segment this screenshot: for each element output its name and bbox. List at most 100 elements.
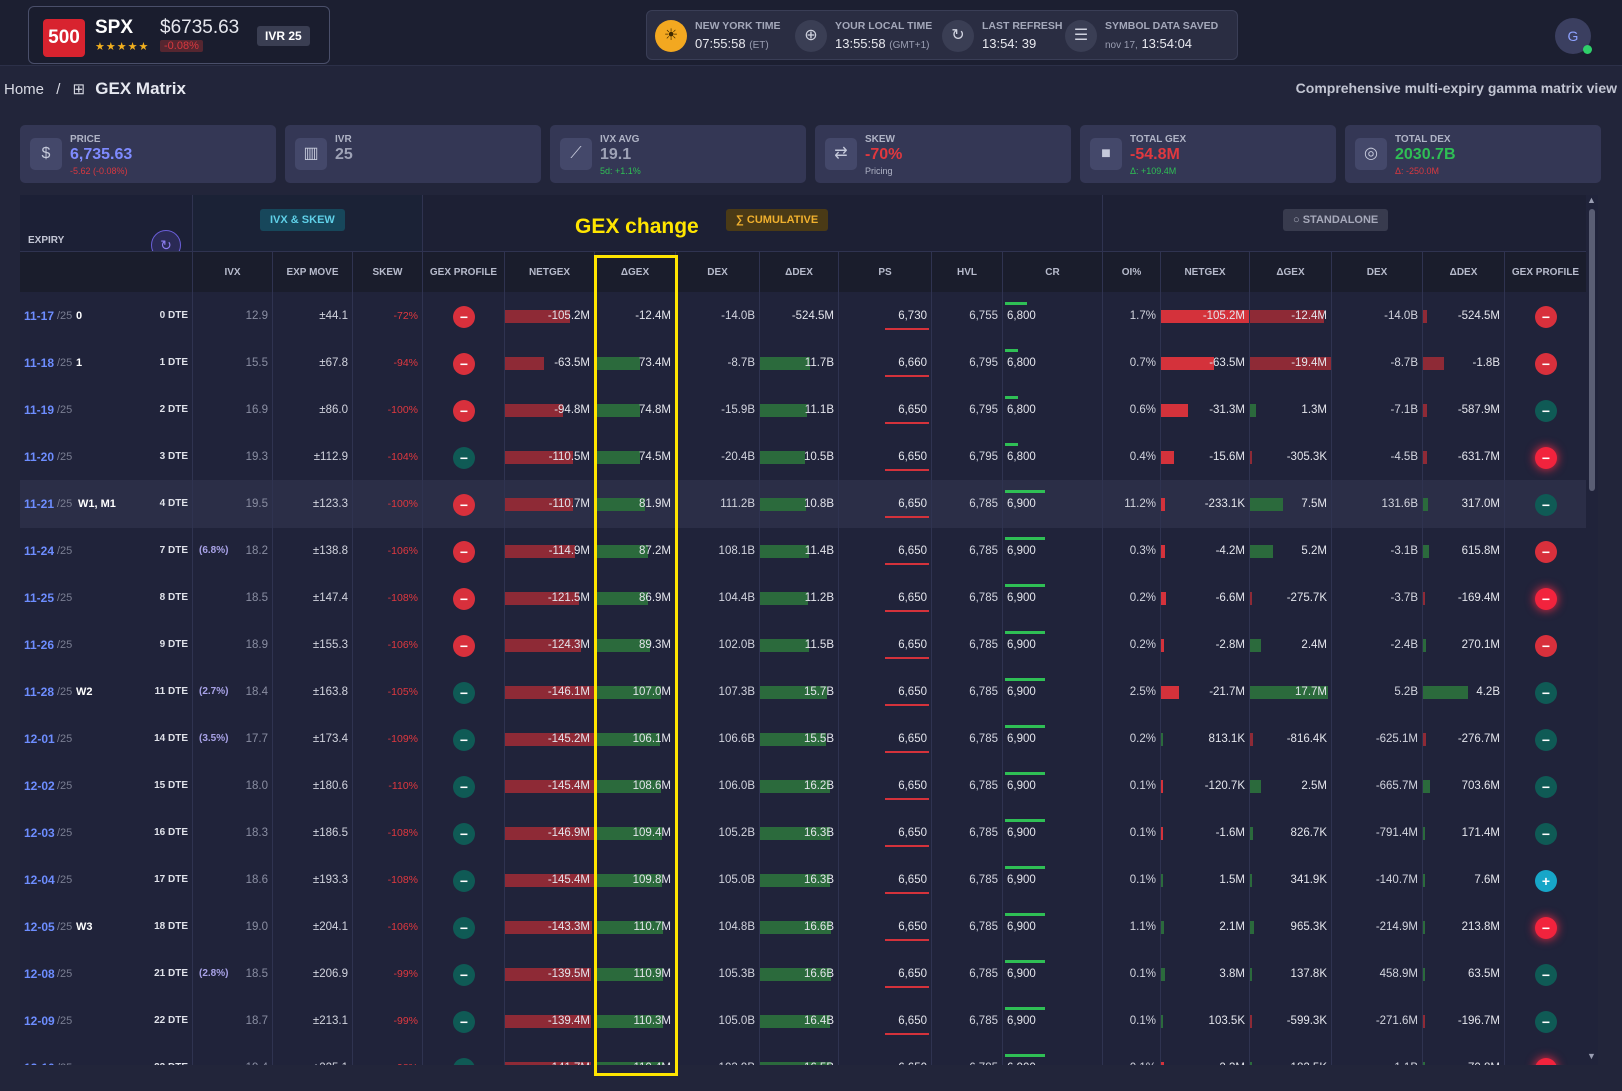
breadcrumb-home[interactable]: Home bbox=[4, 81, 45, 98]
expiry-date[interactable]: 11-20 bbox=[24, 450, 55, 464]
expiry-date[interactable]: 11-26 bbox=[24, 638, 55, 652]
table-row[interactable]: 12-01 /25 14 DTE (3.5%) 17.7 ±173.4 -109% … bbox=[20, 715, 1586, 763]
gex-profile-icon[interactable]: − bbox=[453, 1058, 475, 1065]
expiry-date[interactable]: 12-05 bbox=[24, 920, 55, 934]
gex-profile-icon[interactable]: − bbox=[453, 776, 475, 798]
standalone-gex-profile-cell[interactable]: − bbox=[1504, 339, 1586, 387]
gex-profile-icon[interactable]: − bbox=[453, 729, 475, 751]
standalone-gex-profile-cell[interactable]: − bbox=[1504, 433, 1586, 481]
gex-profile-icon[interactable]: − bbox=[1535, 635, 1557, 657]
gex-profile-icon[interactable]: − bbox=[1535, 447, 1557, 469]
gex-profile-icon[interactable]: − bbox=[1535, 1011, 1557, 1033]
col-header[interactable]: NETGEX bbox=[504, 252, 594, 293]
standalone-gex-profile-cell[interactable]: − bbox=[1504, 997, 1586, 1045]
gex-profile-icon[interactable]: − bbox=[1535, 1058, 1557, 1065]
col-header[interactable]: GEX PROFILE bbox=[1504, 252, 1586, 293]
gex-profile-cell[interactable]: − bbox=[422, 762, 504, 810]
gex-profile-icon[interactable]: − bbox=[1535, 682, 1557, 704]
col-header[interactable]: IVX bbox=[192, 252, 272, 293]
refresh-icon[interactable]: ↻ bbox=[942, 20, 974, 52]
gex-profile-icon[interactable]: − bbox=[453, 541, 475, 563]
gex-profile-icon[interactable]: − bbox=[1535, 541, 1557, 563]
expiry-date[interactable]: 11-21 bbox=[24, 497, 55, 511]
expiry-date[interactable]: 12-09 bbox=[24, 1014, 55, 1028]
standalone-gex-profile-cell[interactable]: − bbox=[1504, 292, 1586, 340]
gex-profile-icon[interactable]: − bbox=[1535, 400, 1557, 422]
table-row[interactable]: 11-20 /25 3 DTE 19.3 ±112.9 -104% − -110.5… bbox=[20, 433, 1586, 481]
expiry-date[interactable]: 12-10 bbox=[24, 1044, 55, 1065]
matrix-scrollbar[interactable]: ▲ ▼ bbox=[1586, 195, 1598, 1065]
gex-profile-icon[interactable]: − bbox=[453, 353, 475, 375]
gex-profile-icon[interactable]: − bbox=[1535, 823, 1557, 845]
standalone-gex-profile-cell[interactable]: − bbox=[1504, 715, 1586, 763]
gex-profile-cell[interactable]: − bbox=[422, 339, 504, 387]
table-row[interactable]: 11-18 /25 1 1 DTE 15.5 ±67.8 -94% − -63.5M… bbox=[20, 339, 1586, 387]
standalone-gex-profile-cell[interactable]: − bbox=[1504, 386, 1586, 434]
table-row[interactable]: 12-03 /25 16 DTE 18.3 ±186.5 -108% − -146.… bbox=[20, 809, 1586, 857]
table-row[interactable]: 11-26 /25 9 DTE 18.9 ±155.3 -106% − -124.3… bbox=[20, 621, 1586, 669]
gex-profile-cell[interactable]: − bbox=[422, 856, 504, 904]
scroll-up-icon[interactable]: ▲ bbox=[1587, 195, 1596, 205]
expiry-date[interactable]: 11-24 bbox=[24, 544, 55, 558]
col-header[interactable]: HVL bbox=[931, 252, 1002, 293]
gex-profile-icon[interactable]: − bbox=[1535, 729, 1557, 751]
expiry-date[interactable]: 11-17 bbox=[24, 309, 55, 323]
expiry-cell[interactable]: 12-09 /25 22 DTE bbox=[20, 997, 192, 1045]
expiry-date[interactable]: 12-08 bbox=[24, 967, 55, 981]
expiry-cell[interactable]: 11-26 /25 9 DTE bbox=[20, 621, 192, 669]
gex-profile-icon[interactable]: − bbox=[453, 823, 475, 845]
expiry-date[interactable]: 11-18 bbox=[24, 356, 55, 370]
standalone-gex-profile-cell[interactable]: + bbox=[1504, 856, 1586, 904]
col-header[interactable]: PS bbox=[838, 252, 931, 293]
standalone-gex-profile-cell[interactable]: − bbox=[1504, 903, 1586, 951]
table-row[interactable]: 12-08 /25 21 DTE (2.8%) 18.5 ±206.9 -99% −… bbox=[20, 950, 1586, 998]
standalone-gex-profile-cell[interactable]: − bbox=[1504, 950, 1586, 998]
gex-profile-icon[interactable]: − bbox=[1535, 917, 1557, 939]
expiry-cell[interactable]: 11-24 /25 7 DTE bbox=[20, 527, 192, 575]
expiry-cell[interactable]: 12-03 /25 16 DTE bbox=[20, 809, 192, 857]
col-header[interactable]: DEX bbox=[1331, 252, 1422, 293]
scrollbar-thumb[interactable] bbox=[1589, 209, 1595, 491]
expiry-date[interactable]: 12-03 bbox=[24, 826, 55, 840]
expiry-date[interactable]: 12-04 bbox=[24, 873, 55, 887]
gex-profile-icon[interactable]: − bbox=[453, 870, 475, 892]
gex-profile-icon[interactable]: − bbox=[453, 494, 475, 516]
expiry-cell[interactable]: 11-19 /25 2 DTE bbox=[20, 386, 192, 434]
ivx-skew-button[interactable]: IVX & SKEW bbox=[260, 209, 345, 231]
table-row[interactable]: 11-24 /25 7 DTE (6.8%) 18.2 ±138.8 -106% −… bbox=[20, 527, 1586, 575]
expiry-cell[interactable]: 11-17 /25 0 0 DTE bbox=[20, 292, 192, 340]
gex-profile-cell[interactable]: − bbox=[422, 950, 504, 998]
table-row[interactable]: 11-28 /25 W2 11 DTE (2.7%) 18.4 ±163.8 -10… bbox=[20, 668, 1586, 716]
gex-profile-cell[interactable]: − bbox=[422, 480, 504, 528]
gex-profile-icon[interactable]: − bbox=[1535, 353, 1557, 375]
gex-profile-cell[interactable]: − bbox=[422, 292, 504, 340]
gex-profile-icon[interactable]: − bbox=[1535, 306, 1557, 328]
col-header[interactable]: DEX bbox=[675, 252, 759, 293]
gex-profile-cell[interactable]: − bbox=[422, 809, 504, 857]
col-header[interactable]: GEX PROFILE bbox=[422, 252, 504, 293]
gex-profile-icon[interactable]: − bbox=[453, 400, 475, 422]
expiry-date[interactable]: 11-19 bbox=[24, 403, 55, 417]
expiry-date[interactable]: 12-01 bbox=[24, 732, 55, 746]
standalone-gex-profile-cell[interactable]: − bbox=[1504, 762, 1586, 810]
col-header[interactable]: ΔDEX bbox=[1422, 252, 1504, 293]
expiry-cell[interactable]: 11-21 /25 W1, M1 4 DTE bbox=[20, 480, 192, 528]
expiry-cell[interactable]: 12-08 /25 21 DTE bbox=[20, 950, 192, 998]
expiry-cell[interactable]: 12-01 /25 14 DTE bbox=[20, 715, 192, 763]
gex-profile-cell[interactable]: − bbox=[422, 715, 504, 763]
col-header[interactable]: ΔDEX bbox=[759, 252, 838, 293]
table-row[interactable]: 12-05 /25 W3 18 DTE 19.0 ±204.1 -106% − -1… bbox=[20, 903, 1586, 951]
gex-profile-icon[interactable]: − bbox=[1535, 494, 1557, 516]
gex-profile-cell[interactable]: − bbox=[422, 903, 504, 951]
expiry-cell[interactable]: 12-02 /25 15 DTE bbox=[20, 762, 192, 810]
table-row[interactable]: 12-09 /25 22 DTE 18.7 ±213.1 -99% − -139.4… bbox=[20, 997, 1586, 1045]
standalone-button[interactable]: ○ STANDALONE bbox=[1283, 209, 1389, 231]
gex-profile-cell[interactable]: − bbox=[422, 621, 504, 669]
standalone-gex-profile-cell[interactable]: − bbox=[1504, 480, 1586, 528]
table-row[interactable]: 12-10 /25 23 DTE 19.4 ±225.1-98% − -141.7… bbox=[20, 1044, 1586, 1065]
gex-profile-icon[interactable]: − bbox=[453, 917, 475, 939]
gex-profile-cell[interactable]: − bbox=[422, 574, 504, 622]
table-row[interactable]: 12-04 /25 17 DTE 18.6 ±193.3 -108% − -145.… bbox=[20, 856, 1586, 904]
gex-profile-icon[interactable]: − bbox=[453, 682, 475, 704]
col-header[interactable]: CR bbox=[1002, 252, 1102, 293]
